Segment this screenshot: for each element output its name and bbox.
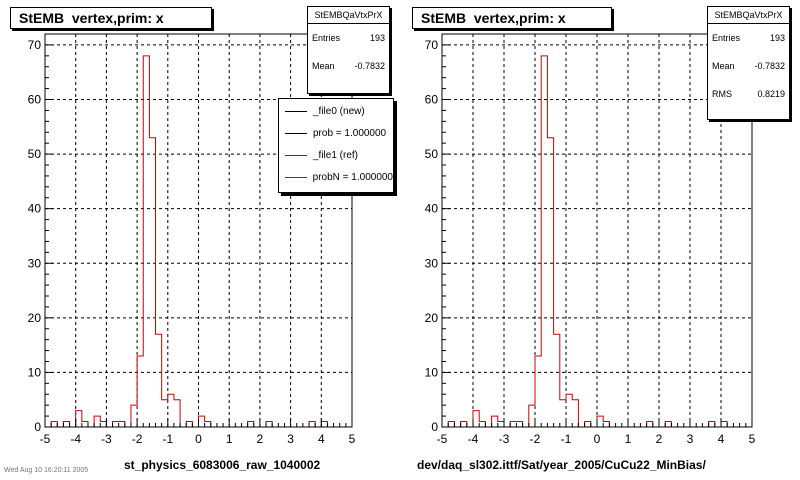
legend-entry: _file1 (ref) — [279, 144, 393, 166]
x-tick-label: 0 — [594, 432, 601, 446]
y-tick-label: 70 — [425, 38, 439, 52]
y-tick-label: 20 — [425, 311, 439, 325]
left-plot-title: StEMB vertex,prim: x — [10, 7, 212, 29]
x-tick-label: 4 — [318, 432, 325, 446]
plot-frame — [441, 33, 753, 428]
legend-swatch — [285, 110, 307, 112]
y-tick-label: 0 — [431, 420, 438, 434]
x-tick-label: -4 — [468, 432, 479, 446]
stats-entries-value: 193 — [769, 33, 785, 43]
stats-name: StEMBQaVtxPrX — [308, 7, 389, 24]
legend-swatch — [285, 176, 307, 178]
legend-label: probN = 1.000000 — [312, 171, 393, 183]
x-tick-label: -1 — [162, 432, 173, 446]
stats-rms-value: 0.8219 — [757, 89, 785, 99]
legend-label: _file1 (ref) — [313, 149, 359, 161]
stats-entries-label: Entries — [712, 33, 741, 43]
stats-mean-label: Mean — [312, 61, 335, 71]
x-tick-label: 3 — [687, 432, 694, 446]
timestamp-footnote: Wed Aug 10 16:20:11 2005 — [4, 467, 89, 474]
y-tick-label: 0 — [34, 420, 41, 434]
x-tick-label: 2 — [257, 432, 264, 446]
x-tick-label: -5 — [437, 432, 448, 446]
y-tick-label: 30 — [425, 256, 439, 270]
y-tick-label: 10 — [425, 365, 439, 379]
x-tick-label: -2 — [132, 432, 143, 446]
x-tick-label: 4 — [718, 432, 725, 446]
legend-entry: _file0 (new) — [279, 100, 393, 122]
stats-mean-value: -0.7832 — [354, 61, 385, 71]
stats-mean-label: Mean — [712, 61, 735, 71]
x-tick-label: 2 — [656, 432, 663, 446]
y-tick-label: 10 — [28, 365, 42, 379]
x-tick-label: 5 — [349, 432, 356, 446]
y-tick-label: 20 — [28, 311, 42, 325]
stats-entries-label: Entries — [312, 33, 341, 43]
y-tick-label: 40 — [425, 202, 439, 216]
x-tick-label: -3 — [101, 432, 112, 446]
legend-label: prob = 1.000000 — [313, 127, 387, 139]
histogram-series-line — [447, 55, 740, 428]
legend-entry: probN = 1.000000 — [279, 166, 393, 188]
x-tick-label: 1 — [625, 432, 632, 446]
legend-label: _file0 (new) — [313, 105, 365, 117]
left-x-axis-label: st_physics_6083006_raw_1040002 — [124, 458, 321, 472]
x-tick-label: 3 — [287, 432, 294, 446]
y-tick-label: 70 — [28, 38, 42, 52]
left-legend: _file0 (new) prob = 1.000000 _file1 (ref… — [278, 98, 394, 193]
stats-entries-value: 193 — [369, 33, 385, 43]
x-tick-label: -2 — [530, 432, 541, 446]
x-tick-label: -5 — [40, 432, 51, 446]
y-tick-label: 40 — [28, 202, 42, 216]
right-plot-title: StEMB vertex,prim: x — [412, 7, 612, 29]
y-tick-label: 60 — [28, 93, 42, 107]
x-tick-label: -3 — [499, 432, 510, 446]
x-tick-label: -4 — [70, 432, 81, 446]
x-tick-label: -1 — [561, 432, 572, 446]
stats-name: StEMBQaVtxPrX — [708, 7, 789, 24]
y-tick-label: 30 — [28, 256, 42, 270]
legend-entry: prob = 1.000000 — [279, 122, 393, 144]
x-tick-label: 0 — [195, 432, 202, 446]
y-tick-label: 50 — [425, 147, 439, 161]
left-stats-box: StEMBQaVtxPrX Entries 193 Mean -0.7832 — [307, 6, 390, 94]
stats-mean-value: -0.7832 — [754, 61, 785, 71]
x-tick-label: 1 — [226, 432, 233, 446]
right-x-axis-label: dev/daq_sl302.ittf/Sat/year_2005/CuCu22_… — [417, 458, 706, 472]
right-stats-box: StEMBQaVtxPrX Entries 193 Mean -0.7832 RMS… — [707, 6, 790, 120]
y-tick-label: 60 — [425, 93, 439, 107]
legend-swatch — [285, 154, 307, 156]
stats-rms-label: RMS — [712, 89, 732, 99]
x-tick-label: 5 — [749, 432, 756, 446]
y-tick-label: 50 — [28, 147, 42, 161]
legend-swatch — [285, 132, 307, 134]
